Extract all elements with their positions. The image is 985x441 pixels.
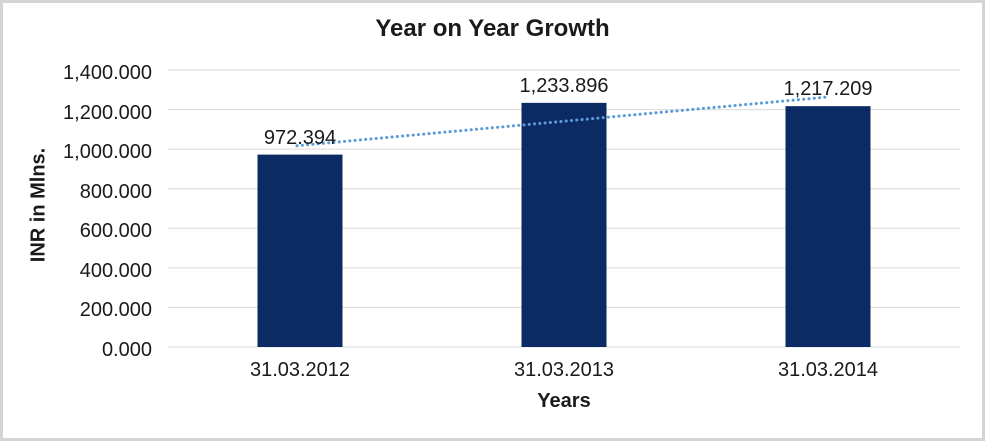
y-tick-label: 1,200.000 bbox=[63, 101, 152, 124]
bar bbox=[257, 154, 343, 347]
category-label: 31.03.2013 bbox=[513, 359, 615, 381]
x-axis-title: Years bbox=[537, 390, 591, 412]
y-tick-label: 600.000 bbox=[79, 220, 152, 243]
chart-title: Year on Year Growth bbox=[375, 15, 610, 42]
y-tick-label: 200.000 bbox=[79, 299, 152, 322]
y-tick-label: 1,000.000 bbox=[63, 141, 152, 164]
y-tick-label: 1,400.000 bbox=[63, 62, 152, 84]
bar bbox=[785, 106, 871, 347]
bar-data-label: 1,233.896 bbox=[519, 74, 609, 97]
bar-data-label: 1,217.209 bbox=[783, 78, 873, 101]
y-tick-label: 400.000 bbox=[79, 259, 152, 282]
y-tick-label: 800.000 bbox=[79, 180, 152, 203]
plot-area bbox=[168, 69, 960, 348]
trendline bbox=[295, 95, 832, 148]
y-tick-label: 0.000 bbox=[101, 339, 152, 361]
bar bbox=[521, 102, 607, 347]
category-label: 31.03.2014 bbox=[777, 359, 879, 381]
bar-data-label: 972.394 bbox=[263, 126, 337, 149]
category-label: 31.03.2012 bbox=[249, 359, 351, 381]
